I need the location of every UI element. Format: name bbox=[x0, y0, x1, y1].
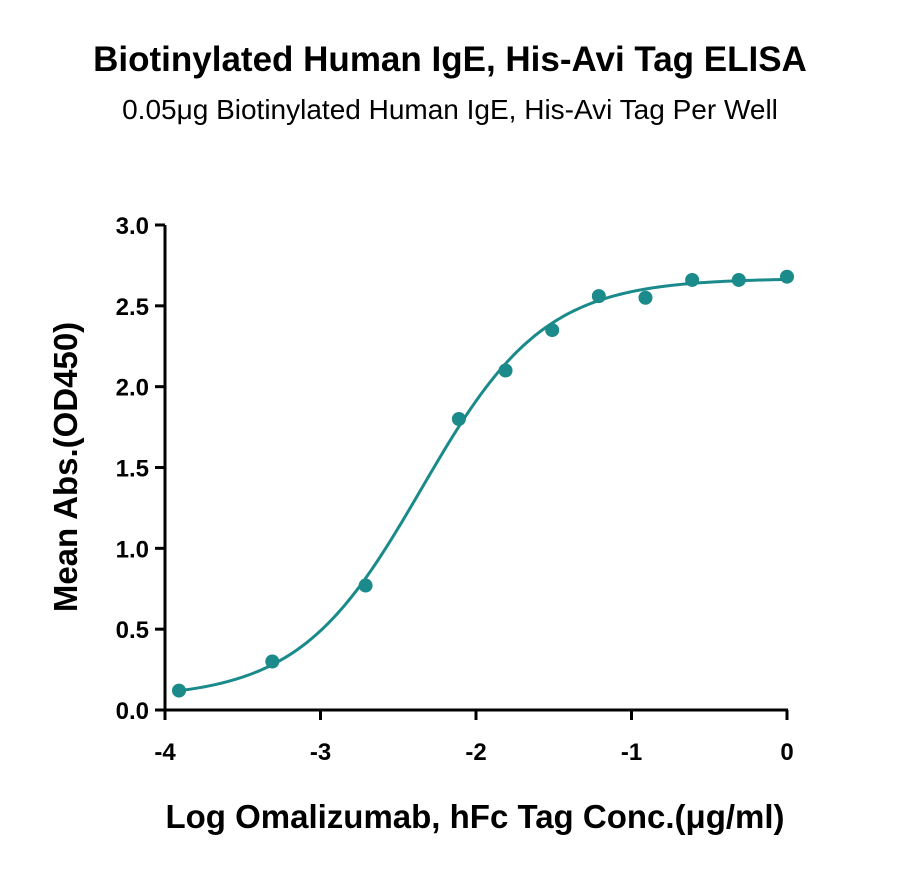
data-point bbox=[638, 290, 653, 305]
data-point bbox=[498, 363, 513, 378]
y-axis: 0.0 0.5 1.0 1.5 2.0 2.5 3.0 bbox=[116, 213, 167, 725]
y-tick-label: 3.0 bbox=[116, 213, 149, 240]
x-tick-label: -1 bbox=[621, 739, 642, 766]
y-axis-title: Mean Abs.(OD450) bbox=[47, 322, 84, 612]
y-tick-label: 1.0 bbox=[116, 536, 149, 563]
data-point bbox=[265, 654, 280, 669]
x-axis-title: Log Omalizumab, hFc Tag Conc.(μg/ml) bbox=[165, 798, 784, 835]
data-point bbox=[780, 269, 794, 284]
x-tick-label: -3 bbox=[310, 739, 331, 766]
y-tick-label: 0.0 bbox=[116, 698, 149, 725]
chart-title: Biotinylated Human IgE, His-Avi Tag ELIS… bbox=[93, 40, 807, 79]
data-point bbox=[545, 323, 560, 338]
x-tick-label: 0 bbox=[780, 739, 793, 766]
x-tick-label: -4 bbox=[154, 739, 176, 766]
x-tick-label: -2 bbox=[465, 739, 486, 766]
data-point bbox=[171, 683, 186, 698]
x-axis: -4 -3 -2 -1 0 bbox=[154, 708, 794, 766]
data-point bbox=[451, 412, 466, 426]
y-tick-label: 2.5 bbox=[116, 294, 149, 321]
fit-curve bbox=[178, 277, 788, 693]
data-point bbox=[591, 289, 606, 304]
data-point bbox=[358, 578, 373, 593]
y-tick-label: 0.5 bbox=[116, 617, 149, 644]
data-points bbox=[171, 269, 794, 698]
data-point bbox=[685, 272, 700, 287]
data-point bbox=[731, 272, 746, 287]
chart-subtitle: 0.05μg Biotinylated Human IgE, His-Avi T… bbox=[122, 94, 778, 125]
y-tick-label: 1.5 bbox=[116, 456, 149, 483]
y-tick-label: 2.0 bbox=[116, 375, 149, 402]
